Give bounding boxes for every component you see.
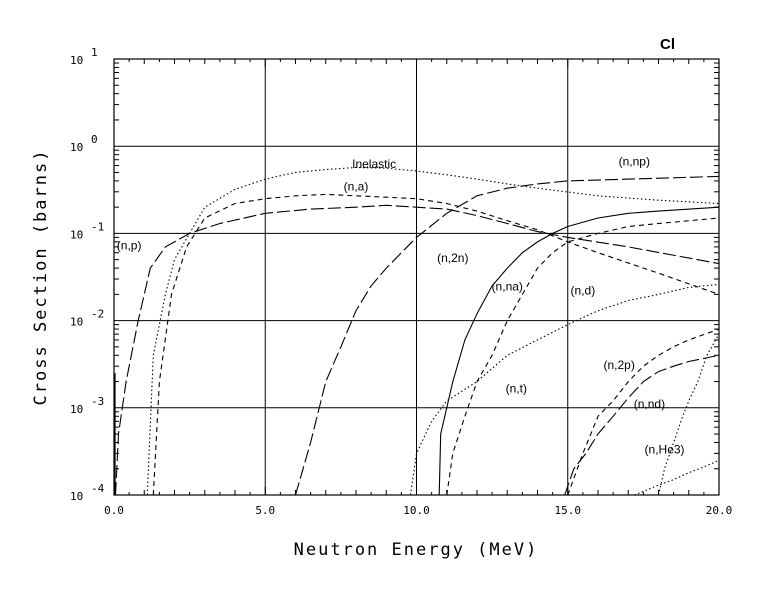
- curve-label: (n,nd): [634, 397, 665, 411]
- x-tick-label: 20.0: [706, 504, 733, 517]
- x-tick-label: 5.0: [255, 504, 275, 517]
- y-tick-label: 10 -1: [70, 220, 104, 241]
- x-tick-label: 10.0: [403, 504, 430, 517]
- y-tick-base: 10: [70, 141, 83, 154]
- y-tick-base: 10: [70, 54, 83, 67]
- x-axis-title: Neutron Energy (MeV): [294, 540, 539, 560]
- y-tick-exponent: -2: [91, 308, 104, 321]
- curve-label: (n,a): [344, 180, 369, 194]
- curve-n-a: [152, 193, 720, 496]
- curve-n-t: [567, 328, 720, 496]
- x-tick-label: 0.0: [104, 504, 124, 517]
- grid-lines: [113, 58, 720, 496]
- curve-n-nd: [657, 333, 720, 496]
- y-tick-exponent: -1: [91, 220, 104, 233]
- curve-n-na: [446, 217, 720, 496]
- curve-n-d: [409, 283, 720, 496]
- x-tick-label: 15.0: [555, 504, 582, 517]
- y-tick-exponent: -4: [91, 482, 105, 495]
- curve-labels: Inelastic (n,a) (n,p) (n,np) (n,2n) (n,na) (n,…: [117, 155, 685, 457]
- curve-inelastic: [146, 166, 720, 496]
- y-tick-label: 10 0: [70, 133, 98, 154]
- data-curves: [113, 166, 720, 496]
- curve-label: (n,p): [117, 239, 142, 253]
- curve-label: (n,2n): [437, 251, 468, 265]
- curve-label: (n,t): [506, 381, 527, 395]
- curve-n-np: [294, 175, 720, 496]
- y-tick-exponent: 1: [91, 46, 98, 59]
- curve-n-2p: [564, 354, 720, 496]
- curve-n-p: [114, 204, 720, 496]
- y-tick-base: 10: [70, 316, 83, 329]
- curve-label: (n,2p): [603, 358, 634, 372]
- axis-ticks: 0.0 5.0 10.0 15.0 20.0 10 -4 10 -3 10 -2 10 -1 10 0 10 1: [70, 46, 732, 517]
- curve-n-he3: [634, 459, 720, 496]
- curve-label: (n,na): [492, 280, 523, 294]
- y-tick-label: 10 1: [70, 46, 98, 67]
- curve-label: (n,np): [619, 155, 650, 169]
- y-tick-exponent: 0: [91, 133, 98, 146]
- y-tick-label: 10 -3: [70, 395, 104, 416]
- y-tick-label: 10 -2: [70, 308, 104, 329]
- curve-label: Inelastic: [352, 157, 396, 171]
- curve-label: (n,He3): [645, 442, 685, 456]
- y-tick-label: 10 -4: [70, 482, 105, 503]
- y-tick-base: 10: [70, 403, 83, 416]
- y-tick-base: 10: [70, 490, 83, 503]
- y-tick-exponent: -3: [91, 395, 104, 408]
- curve-n-2n: [438, 206, 720, 496]
- y-axis-title: Cross Section (barns): [31, 149, 51, 406]
- y-tick-base: 10: [70, 228, 83, 241]
- element-label: Cl: [660, 36, 675, 53]
- curve-label: (n,d): [571, 283, 596, 297]
